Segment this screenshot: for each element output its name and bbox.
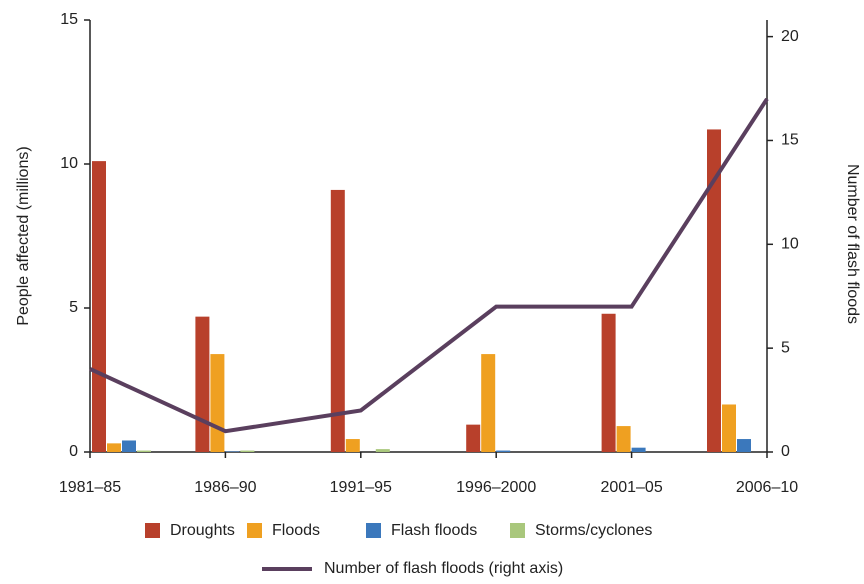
legend-label: Number of flash floods (right axis)	[324, 560, 563, 577]
bar	[345, 439, 360, 452]
bar	[137, 450, 151, 452]
legend-label: Floods	[272, 522, 320, 539]
x-tick-label: 1986–90	[194, 479, 256, 496]
y2-axis-label: Number of flash floods	[844, 164, 861, 324]
y-tick-label: 10	[60, 155, 78, 172]
x-tick-label: 2001–05	[600, 479, 662, 496]
bar	[737, 439, 751, 452]
legend-label: Storms/cyclones	[535, 522, 652, 539]
bar	[375, 449, 390, 452]
bar	[210, 354, 225, 452]
y-axis-label: People affected (millions)	[15, 146, 32, 325]
y-tick-label: 15	[60, 11, 78, 28]
legend-swatch	[247, 523, 262, 538]
legend-swatch	[510, 523, 525, 538]
legend-swatch	[366, 523, 381, 538]
bar	[496, 450, 511, 452]
y2-tick-label: 10	[781, 236, 799, 253]
legend-label: Droughts	[170, 522, 235, 539]
y2-tick-label: 5	[781, 339, 790, 356]
bar	[722, 404, 736, 452]
bar	[225, 451, 240, 452]
bar	[601, 313, 616, 452]
x-tick-label: 1991–95	[330, 479, 392, 496]
y2-tick-label: 20	[781, 28, 799, 45]
bar	[240, 450, 255, 452]
bar	[616, 426, 631, 452]
x-tick-label: 1981–85	[59, 479, 121, 496]
line-series	[89, 97, 769, 434]
bar	[195, 316, 210, 452]
x-tick-label: 2006–10	[736, 479, 798, 496]
legend-swatch	[145, 523, 160, 538]
bar	[631, 447, 646, 452]
y2-tick-label: 15	[781, 132, 799, 149]
bar	[481, 354, 496, 452]
bar	[122, 440, 136, 452]
bar	[330, 189, 345, 453]
legend-label: Flash floods	[391, 522, 477, 539]
y2-tick-label: 0	[781, 443, 790, 460]
bar	[92, 161, 106, 452]
bar	[107, 443, 121, 452]
y-tick-label: 5	[69, 299, 78, 316]
bar	[707, 129, 721, 452]
bar	[466, 424, 481, 452]
y-tick-label: 0	[69, 443, 78, 460]
x-tick-label: 1996–2000	[456, 479, 536, 496]
